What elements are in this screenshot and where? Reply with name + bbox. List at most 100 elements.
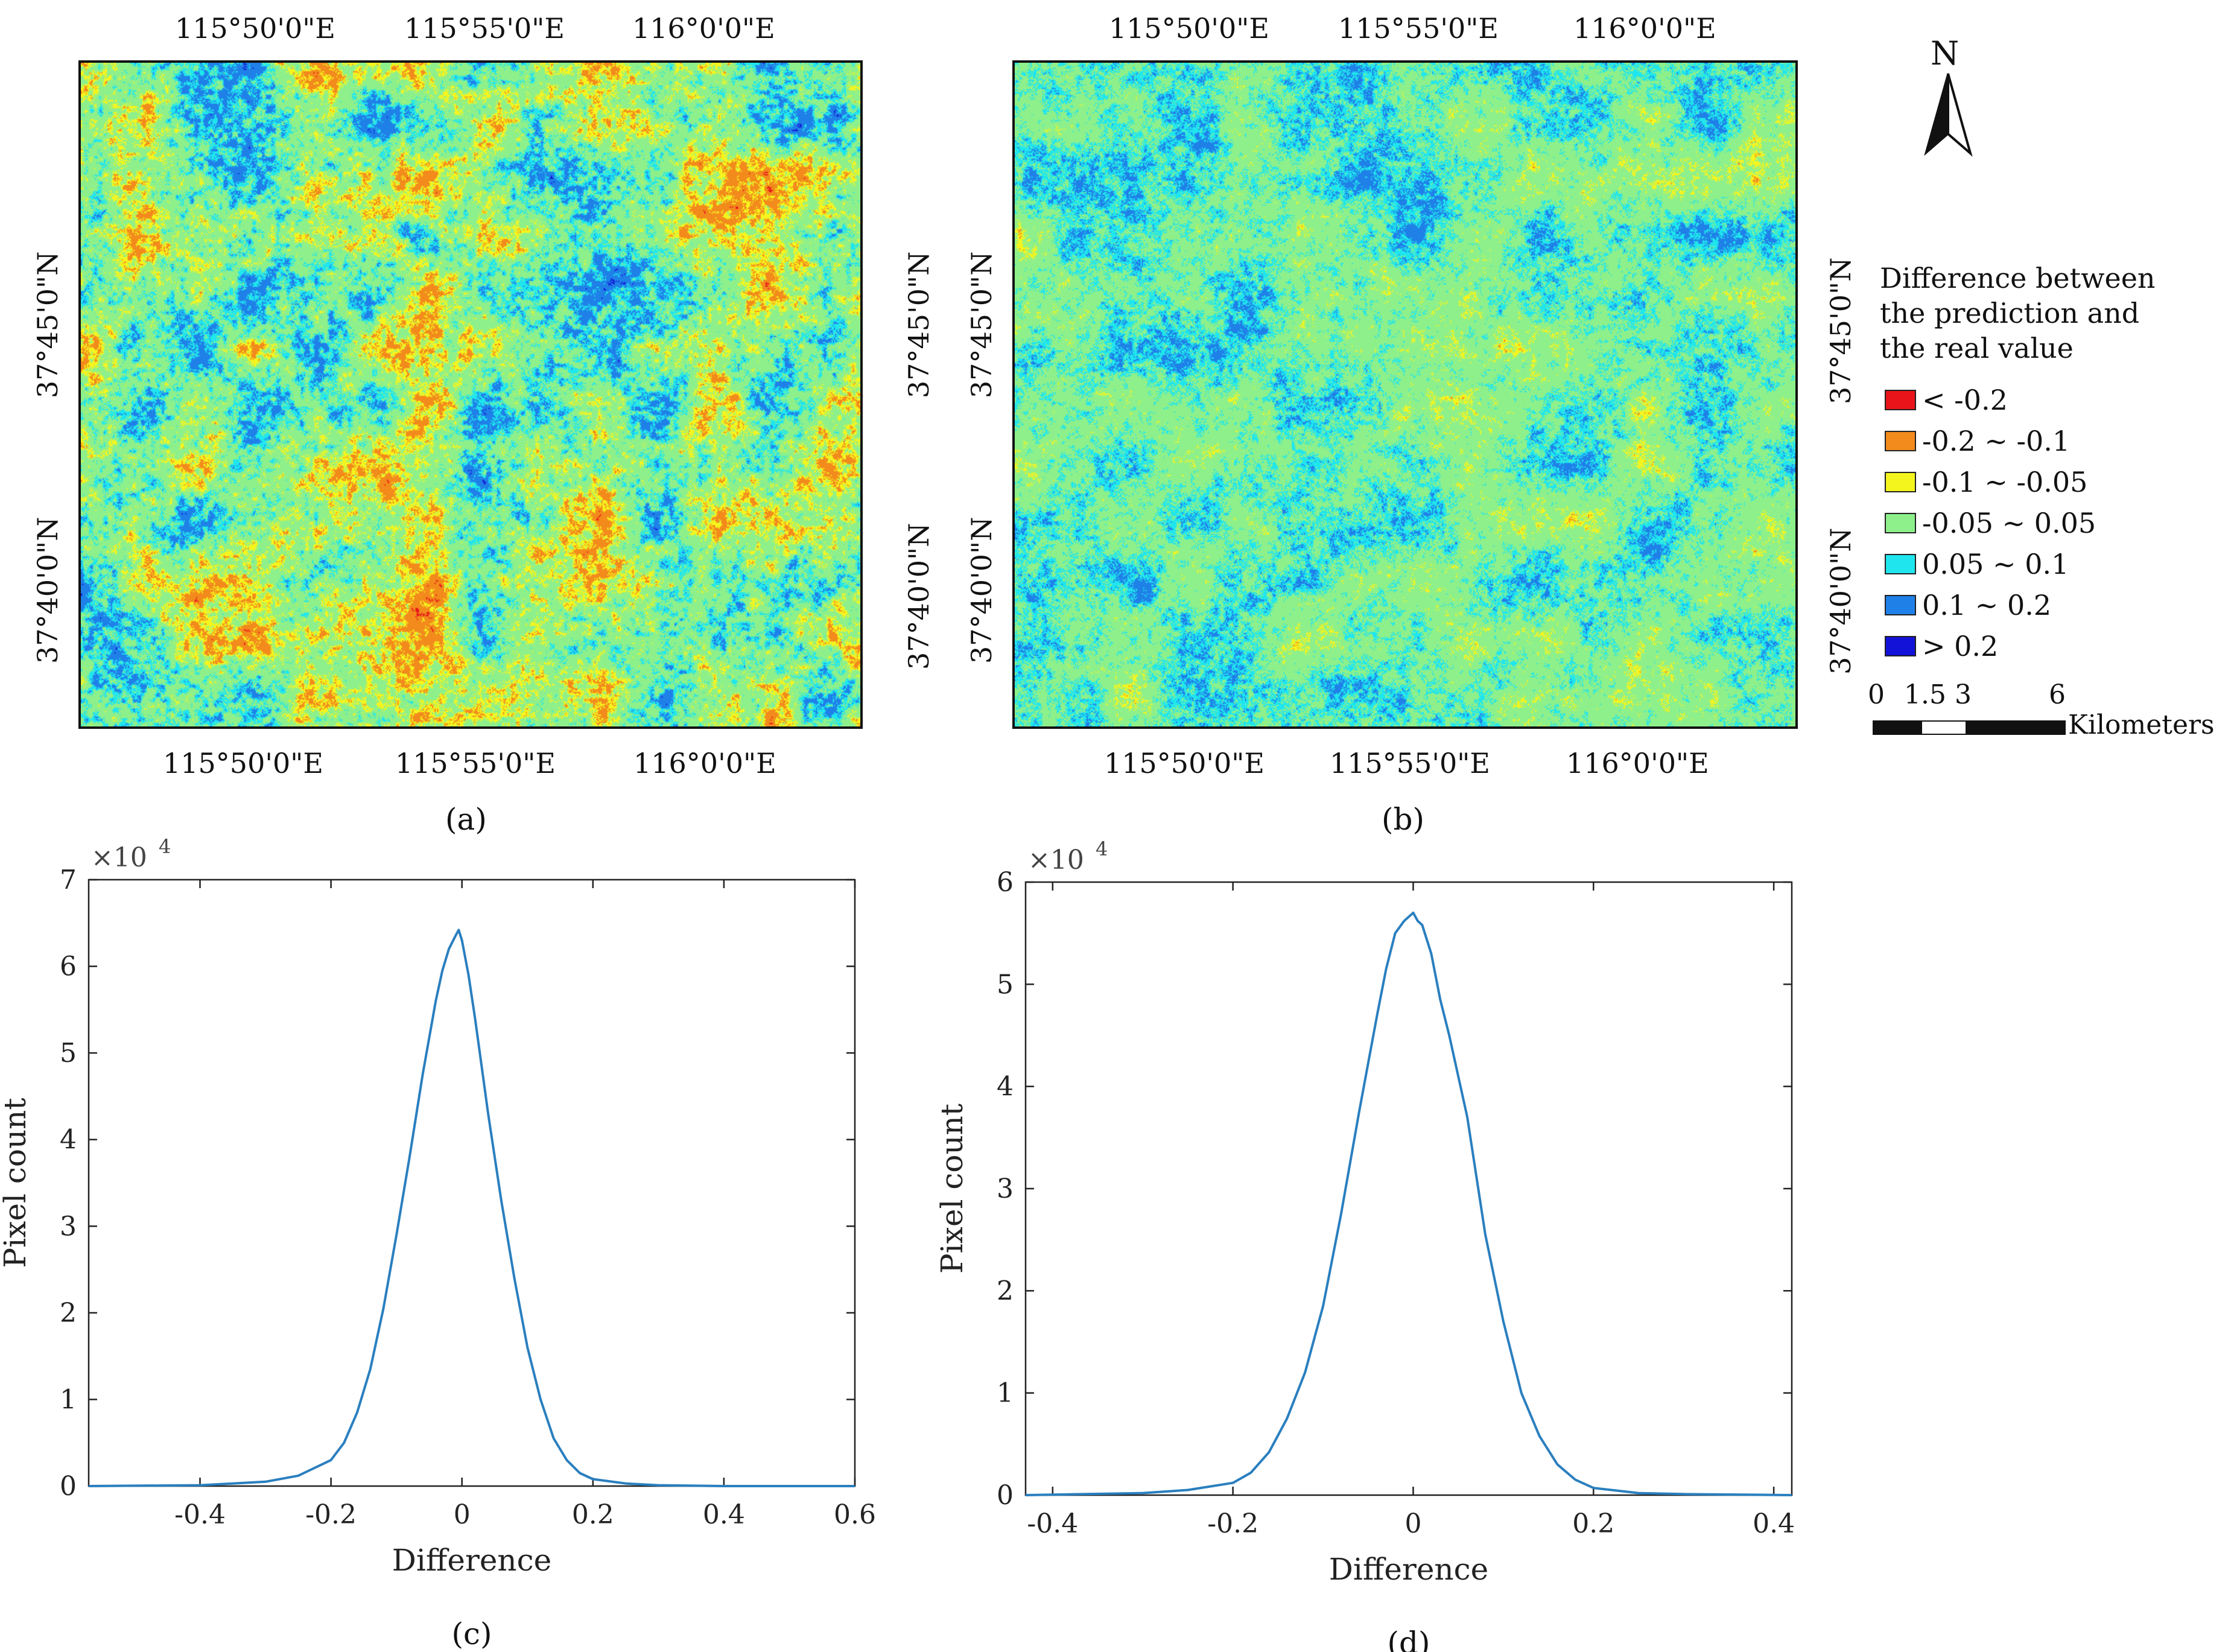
legend-swatch — [1885, 595, 1916, 615]
legend-label: 0.05 ~ 0.1 — [1922, 548, 2069, 580]
x-axis-label: Difference — [392, 1543, 551, 1578]
north-arrow-icon — [1924, 73, 1973, 157]
y-tick-label: 6 — [60, 951, 77, 982]
y-tick-label: 4 — [60, 1125, 77, 1155]
x-tick-label: 0 — [1404, 1508, 1421, 1539]
map-b-top-tick: 115°50'0"E — [1109, 12, 1269, 45]
caption-a: (a) — [445, 802, 487, 837]
legend-swatch — [1885, 390, 1916, 410]
map-b-bottom-tick: 116°0'0"E — [1566, 747, 1709, 780]
legend-swatch — [1885, 554, 1916, 574]
y-tick-label: 1 — [997, 1378, 1014, 1409]
y-tick-label: 2 — [997, 1276, 1014, 1306]
legend-title-line: the real value — [1880, 332, 2074, 364]
map-a-top-tick: 115°50'0"E — [175, 12, 335, 45]
legend-item: 0.1 ~ 0.2 — [1885, 591, 2051, 619]
legend-title-line: the prediction and — [1880, 297, 2140, 329]
x-tick-label: 0.4 — [703, 1499, 745, 1530]
y-tick-label: 0 — [60, 1471, 77, 1502]
map-a-bottom-tick: 115°50'0"E — [163, 747, 323, 780]
difference-map-a — [78, 60, 863, 729]
caption-b: (b) — [1382, 802, 1425, 837]
legend-label: -0.05 ~ 0.05 — [1922, 507, 2096, 539]
legend-item: -0.1 ~ -0.05 — [1885, 468, 2087, 496]
legend-label: < -0.2 — [1922, 384, 2008, 416]
legend-swatch — [1885, 513, 1916, 533]
plot-area — [87, 878, 856, 1487]
x-tick-label: 0.4 — [1753, 1508, 1795, 1539]
difference-map-b — [1012, 60, 1798, 729]
map-a-top-tick: 115°55'0"E — [404, 12, 565, 45]
chart-caption: (c) — [451, 1616, 492, 1651]
chart-caption: (d) — [1387, 1625, 1430, 1652]
map-b-right-tick: 37°45'0"N — [1824, 257, 1857, 404]
map-b-top-tick: 116°0'0"E — [1573, 12, 1716, 45]
y-tick-label: 4 — [997, 1072, 1014, 1102]
legend-item: < -0.2 — [1885, 386, 2008, 414]
map-a-left-tick: 37°45'0"N — [31, 251, 64, 398]
map-b-right-tick: 37°40'0"N — [1824, 527, 1857, 675]
x-tick-label: 0.6 — [834, 1499, 876, 1530]
difference-raster-a — [81, 63, 860, 726]
scale-tick-label: 6 — [2049, 679, 2066, 710]
legend-item: -0.2 ~ -0.1 — [1885, 427, 2070, 455]
x-tick-label: 0.2 — [572, 1499, 614, 1530]
y-tick-label: 5 — [60, 1038, 77, 1069]
y-exponent-label: ×10 — [91, 842, 147, 873]
x-tick-label: 0.2 — [1572, 1508, 1614, 1539]
y-tick-label: 0 — [997, 1480, 1014, 1511]
histogram-chart-c: -0.4 -0.2 0 0.2 0.4 0.6 0 1 2 3 4 5 6 7 ×10 4 Difference… — [0, 839, 876, 1651]
x-tick-label: -0.2 — [1207, 1508, 1258, 1539]
y-tick-label: 5 — [997, 969, 1014, 1000]
y-tick-label: 1 — [60, 1384, 77, 1415]
map-b-left-tick: 37°45'0"N — [965, 251, 998, 398]
north-label: N — [1931, 34, 1960, 72]
y-tick-label: 6 — [997, 867, 1014, 898]
legend-title-line: Difference between — [1880, 262, 2156, 294]
map-a-right-tick: 37°40'0"N — [903, 523, 935, 670]
histogram-chart-d: -0.4 -0.2 0 0.2 0.4 0 1 2 3 4 5 6 ×10 4 Difference Pixe… — [935, 839, 1795, 1652]
map-a-right-tick: 37°45'0"N — [903, 251, 935, 398]
x-tick-label: 0 — [454, 1499, 471, 1530]
x-tick-label: -0.2 — [305, 1499, 357, 1530]
scale-unit: Kilometers — [2068, 710, 2215, 740]
map-b-left-tick: 37°40'0"N — [965, 516, 998, 664]
map-a-top-tick: 116°0'0"E — [632, 12, 775, 45]
map-b-bottom-tick: 115°55'0"E — [1330, 747, 1490, 780]
y-tick-label: 3 — [60, 1211, 77, 1242]
legend-label: -0.2 ~ -0.1 — [1922, 425, 2071, 457]
x-axis-label: Difference — [1329, 1552, 1488, 1587]
map-a-left-tick: 37°40'0"N — [31, 516, 64, 664]
scale-tick-label: 1.5 — [1904, 679, 1946, 710]
scale-tick-label: 3 — [1955, 679, 1972, 710]
legend-item: > 0.2 — [1885, 632, 1998, 660]
y-exponent-power: 4 — [159, 839, 171, 858]
difference-raster-b — [1015, 63, 1795, 726]
y-tick-label: 2 — [60, 1298, 77, 1329]
legend-swatch — [1885, 431, 1916, 451]
legend-label: > 0.2 — [1922, 630, 1999, 662]
x-tick-label: -0.4 — [1027, 1508, 1078, 1539]
map-b-bottom-tick: 115°50'0"E — [1104, 747, 1265, 780]
x-tick-label: -0.4 — [174, 1499, 226, 1530]
y-axis-label: Pixel count — [0, 1098, 33, 1268]
series-line — [1025, 911, 1792, 1496]
map-a-bottom-tick: 115°55'0"E — [395, 747, 556, 780]
y-axis-label: Pixel count — [935, 1104, 969, 1274]
scale-bar-graphic — [1873, 720, 2066, 735]
map-b-top-tick: 115°55'0"E — [1338, 12, 1499, 45]
legend-label: -0.1 ~ -0.05 — [1922, 466, 2088, 498]
legend-swatch — [1885, 472, 1916, 492]
legend-swatch — [1885, 636, 1916, 656]
series-line — [88, 929, 855, 1487]
legend-label: 0.1 ~ 0.2 — [1922, 589, 2052, 621]
y-tick-label: 3 — [997, 1174, 1014, 1204]
y-tick-label: 7 — [60, 865, 77, 895]
y-exponent-power: 4 — [1096, 839, 1108, 860]
map-a-bottom-tick: 116°0'0"E — [633, 747, 776, 780]
plot-area — [1024, 881, 1793, 1496]
scale-tick-label: 0 — [1868, 679, 1885, 710]
legend-title: Difference between the prediction and th… — [1880, 261, 2156, 366]
y-exponent-label: ×10 — [1028, 845, 1084, 875]
legend-item: 0.05 ~ 0.1 — [1885, 550, 2069, 578]
